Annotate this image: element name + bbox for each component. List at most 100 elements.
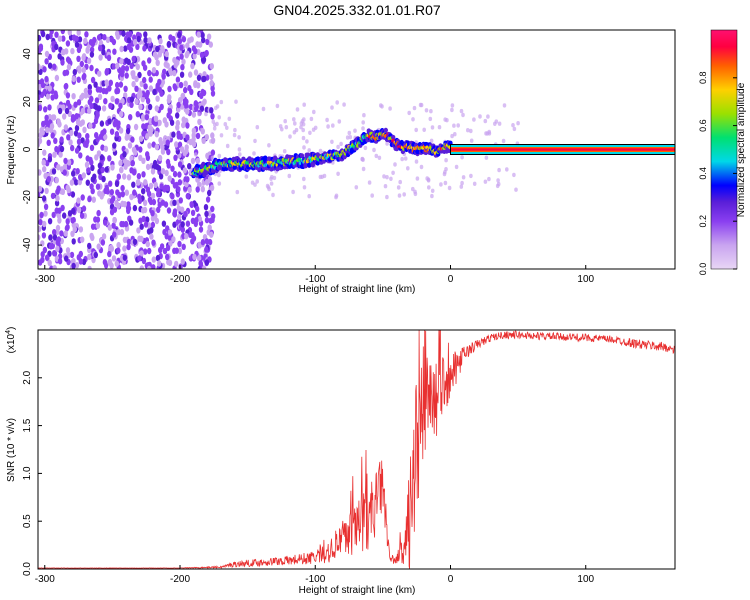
spectrogram-noise-cell	[62, 169, 67, 176]
spectrogram-noise-cell	[99, 193, 104, 200]
spectrogram-noise-cell	[93, 81, 98, 88]
spectrogram-noise-cell	[199, 92, 204, 100]
spectrogram-faint-cell	[469, 128, 473, 134]
spectrogram-faint-cell	[334, 193, 339, 198]
snr-ytick-label: 1.5	[22, 418, 33, 432]
spectrogram-noise-cell	[137, 197, 143, 204]
spectrogram-noise-cell	[52, 63, 57, 70]
spectrogram-noise-cell	[179, 71, 185, 78]
spectrogram-noise-cell	[143, 36, 148, 44]
spectrogram-noise-cell	[96, 150, 102, 157]
spectrogram-noise-cell	[42, 166, 47, 173]
spectrogram-noise-cell	[41, 232, 47, 239]
spectrogram-noise-cell	[116, 241, 121, 249]
spectrogram-noise-cell	[109, 189, 115, 196]
colorbar-tick-label: 0.0	[698, 263, 708, 276]
spectrogram-faint-cell	[223, 122, 228, 127]
spectrogram-noise-cell	[201, 137, 206, 144]
spectrogram-noise-cell	[153, 120, 158, 127]
spectrogram-faint-cell	[348, 135, 353, 140]
spectrogram-noise-cell	[177, 240, 182, 248]
spectrogram-noise-cell	[100, 166, 105, 173]
spectrogram-faint-cell	[377, 155, 382, 160]
spectrogram-noise-cell	[120, 97, 125, 105]
spectrogram-noise-cell	[179, 44, 184, 51]
spectrogram-noise-cell	[210, 132, 215, 139]
spectrogram-noise-cell	[126, 174, 132, 181]
spectrogram-noise-cell	[205, 196, 211, 203]
spectrogram-noise-cell	[112, 142, 117, 149]
spectrogram-trace-halo	[383, 127, 388, 133]
spectrogram-noise-cell	[47, 259, 52, 267]
spectrogram-noise-cell	[87, 88, 93, 96]
spectrogram-noise-cell	[145, 163, 151, 171]
spectrogram-faint-cell	[494, 119, 499, 124]
spectrogram-noise-cell	[210, 90, 216, 97]
spectrogram-noise-cell	[177, 247, 183, 255]
spectrogram-noise-cell	[155, 82, 160, 89]
spectrogram-noise-cell	[40, 81, 46, 89]
spectrogram-noise-cell	[106, 54, 112, 61]
spectrogram-noise-cell	[56, 185, 61, 192]
spectrogram-trace-halo	[201, 161, 206, 167]
spectrogram-faint-cell	[459, 184, 464, 189]
spectrogram-noise-cell	[142, 45, 147, 52]
spectrogram-noise-cell	[136, 173, 142, 180]
spectrogram-xtick-label: 0	[448, 274, 454, 285]
spectrogram-noise-cell	[71, 93, 76, 100]
spectrogram-noise-cell	[141, 114, 146, 121]
spectrogram-noise-cell	[150, 221, 156, 229]
colorbar-gradient	[710, 29, 738, 270]
spectrogram-noise-cell	[126, 238, 132, 246]
spectrogram-noise-cell	[110, 164, 115, 171]
spectrogram-noise-cell	[131, 55, 136, 63]
spectrogram-noise-cell	[108, 180, 113, 187]
spectrogram-noise-cell	[45, 93, 51, 100]
spectrogram-faint-cell	[210, 155, 215, 161]
spectrogram-noise-cell	[70, 47, 75, 55]
spectrogram-noise-cell	[160, 78, 166, 86]
spectrogram-faint-cell	[422, 127, 427, 132]
spectrogram-noise-cell	[90, 223, 96, 230]
spectrogram-faint-cell	[309, 116, 314, 122]
spectrogram-noise-cell	[202, 75, 207, 83]
spectrogram-noise-cell	[181, 116, 186, 123]
spectrogram-noise-cell	[185, 122, 190, 129]
spectrogram-noise-cell	[42, 66, 47, 73]
spectrogram-noise-cell	[208, 217, 213, 224]
spectrogram-faint-cell	[234, 99, 238, 104]
snr-series-line	[38, 330, 675, 569]
spectrogram-noise-cell	[145, 97, 151, 105]
spectrogram-noise-cell	[75, 119, 81, 126]
spectrogram-noise-cell	[173, 61, 178, 69]
spectrogram-faint-cell	[269, 181, 274, 186]
spectrogram-noise-cell	[118, 102, 123, 110]
spectrogram-noise-cell	[87, 242, 92, 250]
spectrogram-faint-cell	[347, 130, 352, 136]
spectrogram-noise-cell	[98, 45, 103, 52]
spectrogram-noise-cell	[181, 121, 186, 129]
spectrogram-noise-cell	[94, 97, 100, 104]
spectrogram-noise-cell	[154, 143, 160, 151]
spectrogram-faint-cell	[278, 124, 283, 129]
spectrogram-noise-cell	[177, 161, 183, 168]
spectrogram-noise-cell	[63, 124, 69, 131]
spectrogram-noise-cell	[53, 137, 58, 144]
spectrogram-noise-cell	[161, 220, 167, 227]
spectrogram-faint-cell	[308, 130, 312, 135]
spectrogram-noise-cell	[164, 121, 169, 128]
spectrogram-noise-cell	[100, 144, 105, 151]
spectrogram-noise-cell	[64, 107, 70, 115]
spectrogram-noise-cell	[179, 103, 185, 110]
snr-ytick-label: 0.0	[22, 562, 33, 576]
spectrogram-faint-cell	[461, 175, 466, 180]
spectrogram-noise-cell	[172, 182, 178, 189]
colorbar-tick-label: 0.4	[698, 167, 708, 180]
spectrogram-noise-cell	[178, 97, 183, 104]
spectrogram-noise-cell	[47, 156, 53, 163]
spectrogram-noise-cell	[157, 260, 162, 267]
spectrogram-faint-cell	[270, 174, 274, 180]
spectrogram-faint-cell	[267, 143, 271, 148]
spectrogram-noise-cell	[120, 200, 125, 207]
